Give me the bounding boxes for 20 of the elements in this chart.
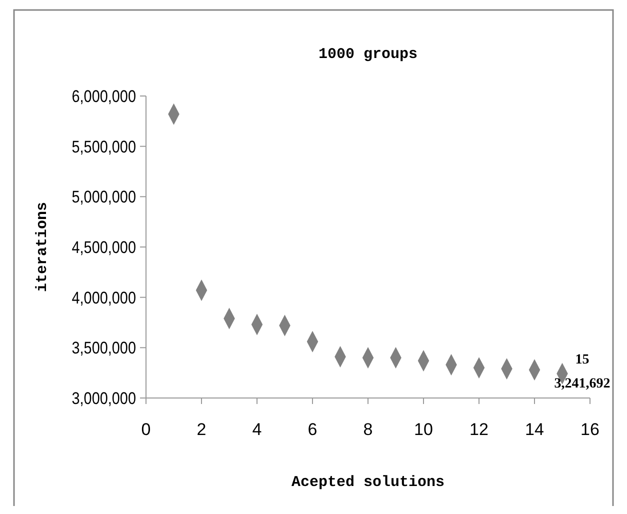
x-tick-label: 4 [252, 420, 262, 439]
y-tick-label: 4,500,000 [72, 238, 136, 258]
x-tick-label: 0 [141, 420, 151, 439]
y-tick-label: 3,000,000 [72, 390, 136, 408]
x-axis-title: Acepted solutions [291, 474, 445, 491]
y-tick-label: 4,000,000 [72, 289, 136, 308]
x-tick-label: 14 [525, 420, 544, 439]
x-tick-label: 10 [414, 420, 433, 439]
annotation: 15 3,241,692 [554, 352, 610, 392]
x-tick-label: 2 [196, 420, 206, 439]
x-tick-label: 6 [308, 420, 318, 439]
y-tick-label: 5,000,000 [72, 188, 136, 207]
x-tick-label: 16 [580, 420, 600, 439]
x-tick-label: 12 [470, 420, 488, 439]
y-tick-label: 3,500,000 [72, 340, 136, 358]
y-axis-title: iterations [34, 202, 51, 292]
x-tick-label: 8 [363, 420, 373, 439]
y-tick-label: 6,000,000 [72, 88, 136, 106]
chart-title: 1000 groups [318, 46, 418, 63]
y-tick-label: 5,500,000 [72, 138, 136, 157]
